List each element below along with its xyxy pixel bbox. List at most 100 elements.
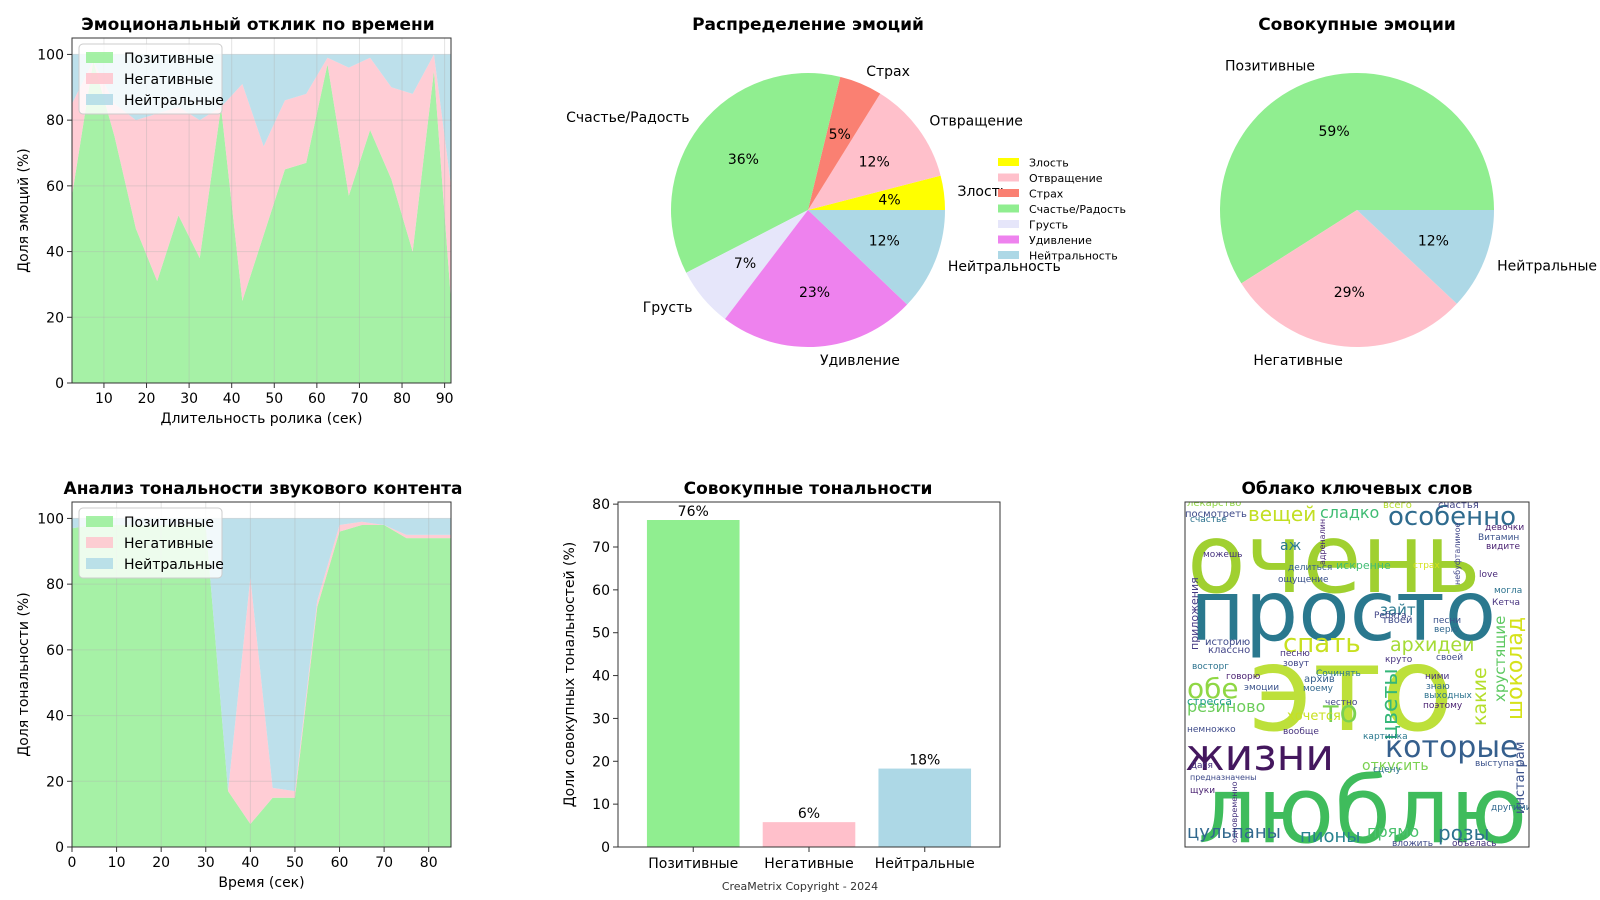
pie-pct-label: 7% — [734, 256, 756, 272]
wordcloud-word: всего — [1383, 500, 1412, 511]
legend-swatch — [86, 52, 113, 63]
wordcloud-word: поэтому — [1423, 701, 1463, 711]
wordcloud-word: просто — [1190, 562, 1496, 660]
wordcloud-word: люблю — [1198, 757, 1527, 864]
y-tick-label: 0 — [55, 376, 64, 392]
wordcloud-word: песни — [1433, 616, 1461, 626]
pie-slice — [671, 73, 841, 273]
wordcloud-word: вложить — [1392, 839, 1433, 849]
bar-value-label: 76% — [678, 504, 709, 520]
legend-swatch — [86, 537, 113, 548]
pie-slice-label: Грусть — [643, 300, 693, 316]
x-tick-label: 10 — [95, 391, 113, 407]
wordcloud-word: лекарство — [1187, 498, 1241, 509]
pie-slice-label: Нейтральные — [1497, 258, 1597, 274]
legend-label: Злость — [1029, 157, 1069, 170]
y-tick-label: 20 — [46, 774, 64, 790]
wordcloud-word: какие — [1469, 667, 1491, 726]
wordcloud-word: честно — [1325, 698, 1358, 708]
wordcloud-word: своей — [1436, 653, 1463, 663]
wordcloud-word: объелась — [1452, 839, 1496, 849]
y-tick-label: 80 — [592, 497, 610, 513]
legend-label: Негативные — [124, 72, 213, 88]
wordcloud-word: девочки — [1485, 523, 1524, 533]
wordcloud-word: Кетча — [1492, 598, 1520, 608]
x-tick-label: 80 — [393, 391, 411, 407]
wordcloud-word: резиново — [1187, 697, 1265, 716]
pie-pct-label: 23% — [799, 285, 830, 301]
pie-pct-label: 36% — [728, 152, 759, 168]
wordcloud-word: зовут — [1283, 659, 1309, 669]
emotion-distribution-title: Распределение эмоций — [692, 15, 924, 35]
wordcloud-word: одновременно — [1230, 781, 1239, 843]
wordcloud-word: Витамин — [1478, 533, 1519, 543]
x-tick-label: 70 — [375, 855, 393, 871]
legend-label: Позитивные — [124, 515, 214, 531]
y-tick-label: 100 — [37, 47, 64, 63]
legend-swatch — [998, 158, 1019, 166]
y-tick-label: 80 — [46, 577, 64, 593]
pie-slice-label: Негативные — [1253, 353, 1342, 369]
pie-slice-label: Страх — [866, 64, 910, 80]
wordcloud-word: эмоции — [1244, 683, 1279, 693]
wordcloud-word: круто — [1385, 655, 1413, 665]
wordcloud-word: страх — [1413, 561, 1440, 571]
wordcloud-word: другими — [1491, 803, 1532, 813]
wordcloud-word: это — [1248, 620, 1454, 758]
emotion-time-frame — [71, 37, 452, 384]
y-tick-label: 40 — [592, 669, 610, 685]
y-tick-label: 100 — [37, 511, 64, 527]
legend-label: Отвращение — [1029, 172, 1103, 185]
wordcloud-word: то — [1322, 695, 1358, 730]
y-tick-label: 0 — [601, 840, 610, 856]
wordcloud-word: хрустящие — [1491, 616, 1509, 702]
y-tick-label: 0 — [55, 840, 64, 856]
wordcloud-word: цульпаны — [1187, 822, 1281, 843]
legend-label: Нейтральность — [1029, 250, 1118, 263]
x-tick-label: 80 — [420, 855, 438, 871]
wordcloud-word: знаю — [1426, 682, 1450, 692]
x-tick-label: 90 — [436, 391, 454, 407]
pie-pct-label: 29% — [1334, 285, 1365, 301]
wordcloud-word: которые — [1385, 730, 1519, 765]
legend-swatch — [86, 516, 113, 527]
wordcloud-word: видите — [1486, 542, 1520, 552]
pie-pct-label: 12% — [859, 154, 890, 170]
bar — [762, 822, 856, 847]
wordcloud-word: искренне — [1336, 559, 1391, 572]
emotion-distribution-chart: 4% Злость 12% Отвращение 5% Страх 36% Счастье/Р… — [566, 15, 1126, 369]
audio-sentiment-xlabel: Время (сек) — [218, 875, 304, 891]
audio-sentiment-title: Анализ тональности звукового контента — [64, 479, 463, 499]
wordcloud-word: выступать — [1475, 759, 1525, 769]
wordcloud-word: сладко — [1320, 503, 1379, 522]
wordcloud-word: аж — [1280, 538, 1302, 554]
x-tick-label: Негативные — [764, 856, 853, 872]
x-tick-label: 50 — [265, 391, 283, 407]
wordcloud-word: немножко — [1187, 725, 1236, 735]
wordcloud-word: счастье — [1190, 515, 1227, 525]
x-tick-label: 30 — [197, 855, 215, 871]
legend-swatch — [86, 558, 113, 569]
legend-swatch — [998, 204, 1019, 213]
audio-sentiment-area-neutral — [72, 518, 451, 792]
wordcloud-word: твоей — [1382, 615, 1413, 626]
y-tick-label: 40 — [46, 245, 64, 261]
y-tick-label: 50 — [592, 626, 610, 642]
wordcloud-word: можешь — [1203, 550, 1242, 560]
pie-pct-label: 4% — [878, 193, 900, 209]
wordcloud-word: инстаграм — [1513, 742, 1528, 815]
wordcloud-word: могла — [1494, 586, 1522, 596]
wordcloud-chart: Облако ключевых слов оченьпростоэтолюблюж… — [1184, 479, 1532, 864]
legend-label: Нейтральные — [124, 557, 224, 573]
audio-sentiment-area-negative — [72, 521, 451, 824]
y-tick-label: 10 — [592, 797, 610, 813]
pie-slice-label: Злость — [957, 184, 1008, 200]
y-tick-label: 70 — [592, 540, 610, 556]
pie-slice-label: Отвращение — [929, 114, 1023, 130]
emotion-time-legend: Позитивные Негативные Нейтральные — [78, 43, 224, 115]
audio-sentiment-frame — [71, 501, 452, 848]
aggregate-sentiment-ylabel: Доли совокупных тональностей (%) — [562, 542, 578, 808]
x-tick-label: 60 — [308, 391, 326, 407]
x-tick-label: 10 — [108, 855, 126, 871]
